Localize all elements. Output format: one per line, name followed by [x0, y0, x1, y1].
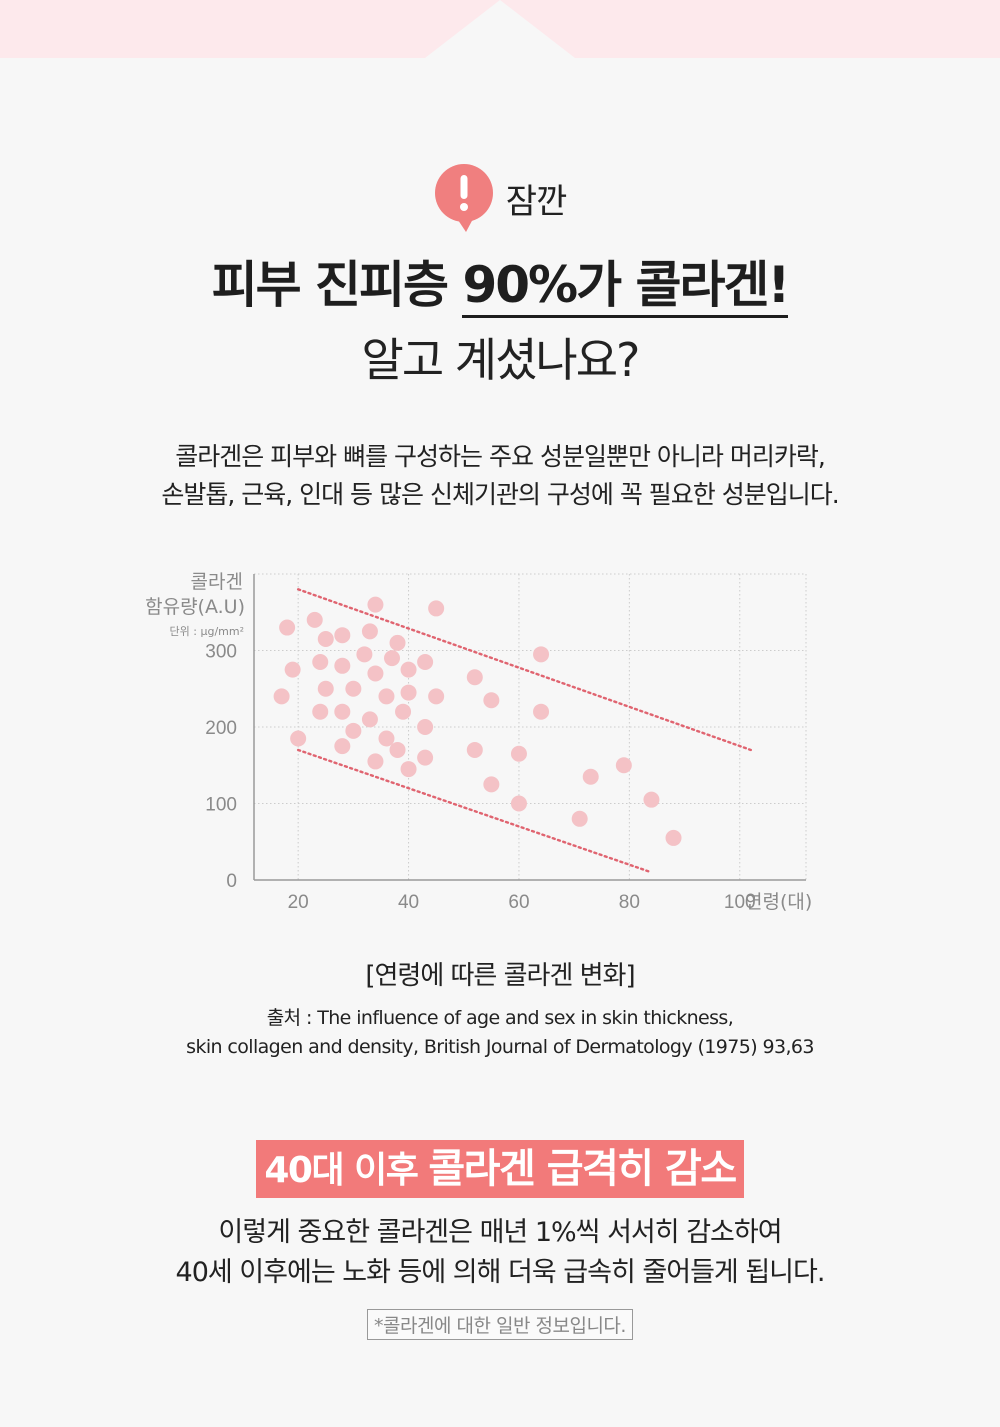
data-point [510, 795, 527, 812]
data-point [378, 688, 395, 705]
data-point [615, 757, 632, 774]
data-point [571, 810, 588, 827]
note-wrap: *콜라겐에 대한 일반 정보입니다. [0, 1309, 1000, 1340]
data-point [378, 730, 395, 747]
data-point [306, 611, 323, 628]
summary-line: 40세 이후에는 노화 등에 의해 더욱 급속히 줄어들게 됩니다. [175, 1257, 826, 1288]
data-point [290, 730, 307, 747]
subheadline: 알고 계셨나요? [361, 333, 641, 387]
chart-caption: [연령에 따른 콜라겐 변화] [365, 961, 635, 991]
alert-label: 잠깐 [505, 181, 568, 222]
data-point [428, 600, 445, 617]
data-point [510, 745, 527, 762]
data-point [334, 657, 351, 674]
data-point [582, 768, 599, 785]
data-point [400, 684, 417, 701]
data-point [417, 749, 434, 766]
data-point [395, 703, 412, 720]
summary: 이렇게 중요한 콜라겐은 매년 1%씩 서서히 감소하여 40세 이후에는 노화… [0, 1213, 1000, 1293]
data-point [665, 829, 682, 846]
info-note: *콜라겐에 대한 일반 정보입니다. [367, 1309, 633, 1340]
data-point [466, 741, 483, 758]
summary-line: 이렇게 중요한 콜라겐은 매년 1%씩 서서히 감소하여 [218, 1217, 782, 1248]
data-point [400, 661, 417, 678]
x-tick-label: 40 [398, 892, 419, 913]
y-tick-label: 0 [226, 871, 237, 892]
data-point [533, 703, 550, 720]
trend-line [296, 748, 653, 874]
data-point [533, 646, 550, 663]
y-tick-label: 100 [205, 795, 237, 816]
y-axis-label: 함유량(A.U) [145, 596, 245, 618]
data-point [345, 722, 362, 739]
headline-highlight: 90%가 콜라겐! [462, 255, 790, 318]
description: 콜라겐은 피부와 뼈를 구성하는 주요 성분일뿐만 아니라 머리카락, 손발톱,… [0, 438, 1000, 514]
data-point [284, 661, 301, 678]
data-point [334, 703, 351, 720]
data-point [389, 634, 406, 651]
trend-line [296, 588, 752, 752]
data-point [483, 776, 500, 793]
chart-source: 출처 : The influence of age and sex in ski… [0, 1004, 1000, 1062]
source-line: 출처 : The influence of age and sex in ski… [266, 1007, 734, 1029]
description-line: 콜라겐은 피부와 뼈를 구성하는 주요 성분일뿐만 아니라 머리카락, [175, 442, 826, 471]
data-point [417, 653, 434, 670]
data-point [466, 669, 483, 686]
data-point [334, 627, 351, 644]
data-point [279, 619, 296, 636]
data-point [367, 665, 384, 682]
data-point [312, 703, 329, 720]
y-axis-label: 콜라겐 [191, 571, 243, 593]
data-point [317, 680, 334, 697]
plot-frame [253, 573, 807, 881]
x-tick-label: 20 [288, 892, 309, 913]
banner-prefix: 40대 이후 [264, 1150, 429, 1191]
description-line: 손발톱, 근육, 인대 등 많은 신체기관의 구성에 꼭 필요한 성분입니다. [161, 480, 839, 509]
data-point [361, 711, 378, 728]
banner-wrap: 40대 이후 콜라겐 급격히 감소 [0, 1140, 1000, 1198]
data-point [384, 650, 400, 667]
data-point [643, 791, 660, 808]
exclamation-bubble-icon [434, 164, 493, 232]
y-tick-label: 200 [205, 718, 237, 739]
data-point [361, 623, 378, 640]
alert-header: 잠깐 [0, 163, 1000, 233]
x-tick-label: 60 [508, 892, 529, 913]
data-point [367, 753, 384, 770]
headline: 피부 진피층 90%가 콜라겐! [0, 252, 1000, 318]
data-point [273, 688, 290, 705]
data-point [400, 761, 417, 778]
x-tick-label: 80 [619, 892, 640, 913]
data-point [312, 653, 329, 670]
y-tick-label: 300 [205, 642, 237, 663]
data-point [389, 741, 406, 758]
y-axis-unit: 단위 : µg/mm² [170, 625, 244, 638]
data-point [417, 719, 434, 735]
banner-main: 콜라겐 급격히 감소 [428, 1146, 737, 1192]
data-point [345, 680, 362, 697]
x-tick-label: 100 [724, 892, 756, 913]
data-point [356, 646, 373, 663]
data-point [334, 738, 351, 755]
top-notch [425, 0, 575, 58]
data-point [317, 631, 334, 648]
data-point [428, 688, 445, 705]
headline-text: 피부 진피층 [211, 256, 463, 314]
data-point [367, 596, 384, 613]
x-axis-label: 연령(대) [745, 891, 812, 913]
data-point [483, 692, 500, 709]
decline-banner: 40대 이후 콜라겐 급격히 감소 [256, 1140, 744, 1198]
source-line: skin collagen and density, British Journ… [186, 1036, 814, 1058]
